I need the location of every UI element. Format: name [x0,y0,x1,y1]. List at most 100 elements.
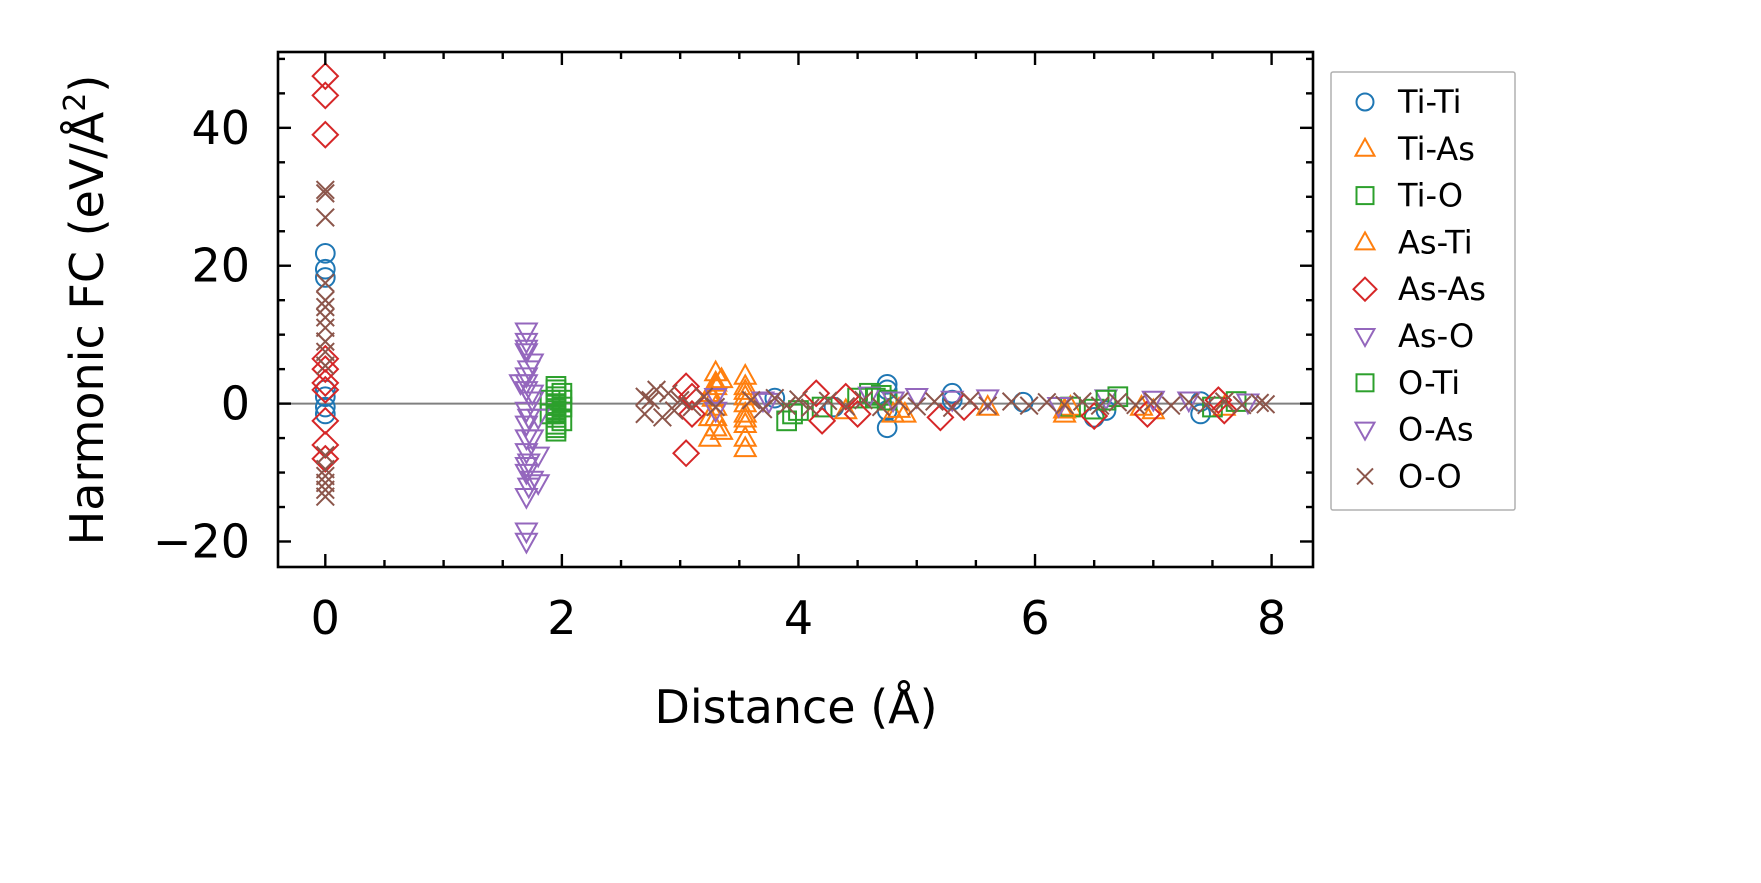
legend-label: O-O [1398,457,1462,495]
legend-label: As-Ti [1398,223,1473,261]
data-point [889,392,909,412]
data-point [854,390,874,410]
y-tick-labels: −20 0 20 40 [153,101,250,569]
data-point [741,390,761,410]
legend-item: Ti-Ti [1355,83,1462,121]
data-point [514,463,539,486]
y-axis-label-main: Harmonic FC (eV/Å [60,111,114,545]
data-point [1072,392,1092,412]
y-axis-label-close: ) [60,75,114,93]
data-point [800,398,820,418]
legend-label: As-As [1398,270,1486,308]
legend-label: As-O [1398,317,1474,355]
data-point [706,397,726,417]
legend-label: O-As [1398,411,1473,449]
data-point [641,390,661,410]
legend-marker [1353,421,1377,442]
x-tick-label: 0 [311,591,340,645]
data-point [907,396,927,416]
data-point [658,383,678,403]
data-point [924,392,944,412]
data-point [670,390,690,410]
legend-label: Ti-As [1397,130,1475,168]
data-point [1179,392,1199,412]
data-point [551,389,573,411]
legend-item: Ti-As [1353,130,1475,168]
y-axis-label-sup: 2 [58,93,93,112]
legend-marker [1353,230,1377,251]
data-point [652,407,672,427]
data-point [733,405,758,428]
data-point [857,386,882,409]
legend-item: O-As [1353,411,1473,449]
data-point [1126,395,1146,415]
data-point [733,411,758,433]
data-point [818,391,838,411]
data-point [703,404,728,427]
data-point [311,120,340,149]
data-point [1204,386,1233,415]
data-point [942,398,962,418]
data-point [765,388,785,408]
data-point [672,439,701,468]
data-point [635,404,655,424]
legend-label: Ti-O [1397,177,1463,215]
data-point [697,425,722,447]
data-point [314,258,336,280]
data-point [315,459,335,479]
data-point [311,444,340,473]
legend-marker [1353,136,1377,157]
data-point [960,391,980,411]
data-point [871,397,891,417]
data-point [545,403,567,425]
data-point [750,391,776,414]
data-point [904,388,929,410]
data-point [1055,395,1075,415]
data-point [514,367,539,390]
data-point [315,445,335,465]
data-point [1176,391,1201,414]
data-point [526,474,551,496]
data-point [311,355,340,384]
data-point [1090,396,1110,416]
data-point [1052,400,1077,423]
data-point [545,417,567,439]
data-point [926,403,955,432]
series-o-o [315,180,1276,507]
x-tick-label: 8 [1257,591,1286,645]
legend-marker [1353,328,1377,349]
data-point [315,487,335,507]
y-tick-label: 20 [191,239,250,293]
legend-marker [1352,276,1378,303]
data-point [315,332,335,352]
data-point [315,480,335,500]
data-point [664,400,684,421]
data-point [733,425,758,447]
data-point [1250,393,1270,413]
data-point [1210,396,1239,425]
data-point [1197,395,1217,415]
y-axis-label: Harmonic FC (eV/Å2) [58,75,114,546]
legend-label: Ti-Ti [1397,83,1462,121]
data-point [1080,401,1109,431]
data-point [315,473,335,493]
data-point [520,384,545,407]
legend-label: O-Ti [1398,364,1460,402]
series-as-o [508,322,1201,555]
data-point [777,396,797,416]
axis-ticks [278,52,1313,567]
x-tick-labels: 0 2 4 6 8 [311,591,1287,645]
data-point [315,207,335,227]
legend-marker [1355,92,1375,112]
legend-frame [1330,71,1516,511]
data-point [526,446,551,469]
data-point [315,342,335,362]
data-point [315,318,335,338]
data-point [514,401,539,424]
data-point [516,360,541,383]
data-point [672,372,701,401]
data-point [514,487,539,510]
x-axis-label: Distance (Å) [654,680,937,734]
data-point [1256,394,1276,414]
